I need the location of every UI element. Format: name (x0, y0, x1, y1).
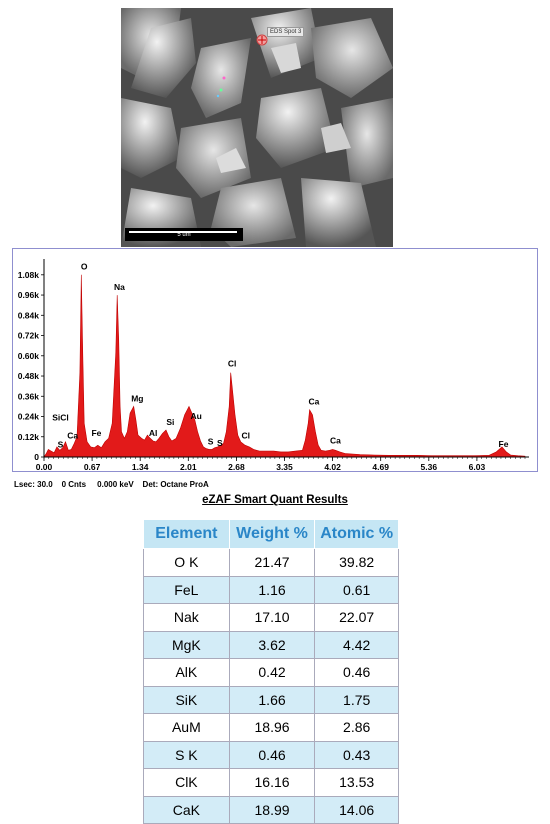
lsec-readout: Lsec: 30.0 (14, 480, 53, 489)
cell-atomic: 4.42 (314, 630, 399, 659)
cell-atomic: 0.46 (314, 658, 399, 687)
peak-label: S (58, 440, 64, 450)
peak-label: Fe (499, 439, 509, 449)
cell-element: MgK (143, 630, 230, 659)
peak-label: Ca (67, 430, 78, 440)
x-tick-label: 5.36 (421, 462, 438, 471)
cell-weight: 1.66 (228, 685, 316, 714)
x-tick-label: 0.67 (84, 462, 101, 471)
cell-element: S K (143, 740, 230, 769)
x-tick-label: 4.02 (324, 462, 341, 471)
cell-element: SiK (143, 685, 230, 714)
x-tick-label: 2.01 (180, 462, 197, 471)
detector-readout: Det: Octane ProA (142, 480, 209, 489)
y-tick-label: 0.24k (18, 412, 40, 422)
table-row: FeL 1.16 0.61 (143, 575, 399, 604)
table-body: O K 21.47 39.82 FeL 1.16 0.61 Nak 17.10 22.07 MgK… (143, 548, 399, 824)
table-header-row: Element Weight % Atomic % (143, 519, 399, 549)
header-atomic: Atomic % (314, 519, 399, 549)
table-row: AuM 18.96 2.86 (143, 713, 399, 742)
y-tick-label: 0.96k (18, 290, 40, 300)
x-tick-label: 3.35 (276, 462, 293, 471)
spectrum-series (43, 274, 526, 458)
scale-bar (129, 231, 237, 233)
table-row: CaK 18.99 14.06 (143, 795, 399, 824)
cell-weight: 0.42 (228, 658, 316, 687)
y-tick-label: 0.60k (18, 351, 40, 361)
cell-element: Nak (143, 603, 230, 632)
status-line: Lsec: 30.0 0 Cnts 0.000 keV Det: Octane … (14, 480, 209, 489)
x-tick-label: 4.69 (372, 462, 389, 471)
cell-atomic: 22.07 (314, 603, 399, 632)
y-tick-label: 0.84k (18, 310, 40, 320)
eds-spectrum-chart: 0.00 0.67 1.34 2.01 2.68 3.35 4.02 4.69 5.36 6.03… (12, 248, 538, 472)
peak-label: Ca (308, 397, 319, 407)
peak-label: Mg (131, 393, 143, 403)
cell-element: AuM (143, 713, 230, 742)
peak-label: S (208, 436, 214, 446)
y-tick-label: 0.12k (18, 432, 40, 442)
cell-atomic: 13.53 (314, 768, 399, 797)
peak-label: Si (166, 417, 174, 427)
eds-spot-label: EDS Spot 3 (267, 27, 305, 37)
micrograph-image (121, 8, 393, 247)
cell-weight: 18.99 (228, 795, 316, 824)
table-row: S K 0.46 0.43 (143, 740, 399, 769)
y-tick-label: 0.72k (18, 331, 40, 341)
kev-readout: 0.000 keV (97, 480, 134, 489)
cell-element: O K (143, 548, 230, 577)
table-row: AlK 0.42 0.46 (143, 658, 399, 687)
x-tick-label: 6.03 (469, 462, 486, 471)
cell-weight: 21.47 (228, 548, 316, 577)
cell-weight: 17.10 (228, 603, 316, 632)
table-row: O K 21.47 39.82 (143, 548, 399, 577)
table-row: ClK 16.16 13.53 (143, 768, 399, 797)
x-tick-label: 0.00 (36, 462, 53, 471)
peak-label: SiCl (52, 413, 69, 423)
cell-weight: 3.62 (228, 630, 316, 659)
cell-weight: 1.16 (228, 575, 316, 604)
peak-label: Cl (241, 430, 250, 440)
results-title: eZAF Smart Quant Results (202, 494, 348, 506)
scale-bar-label: 5 um (177, 232, 191, 238)
y-tick-label: 0.48k (18, 371, 40, 381)
cell-atomic: 2.86 (314, 713, 399, 742)
cell-atomic: 14.06 (314, 795, 399, 824)
peak-label: Al (149, 428, 158, 438)
scale-bar-box: 5 um (125, 228, 243, 241)
sem-micrograph (121, 8, 393, 247)
header-element: Element (143, 519, 230, 549)
quant-results-table: Element Weight % Atomic % O K 21.47 39.82 F… (143, 519, 399, 824)
table-row: SiK 1.66 1.75 (143, 685, 399, 714)
peak-label: Ca (330, 436, 341, 446)
y-tick-label: 1.08k (18, 270, 40, 280)
cell-atomic: 39.82 (314, 548, 399, 577)
peak-label: O (81, 262, 88, 272)
table-row: MgK 3.62 4.42 (143, 630, 399, 659)
table-row: Nak 17.10 22.07 (143, 603, 399, 632)
counts-readout: 0 Cnts (61, 480, 87, 489)
peak-label: Cl (228, 359, 237, 369)
x-tick-label: 2.68 (228, 462, 245, 471)
peak-label: Na (114, 282, 125, 292)
peak-label: Au (191, 411, 202, 421)
cell-element: ClK (143, 768, 230, 797)
cell-weight: 0.46 (228, 740, 316, 769)
cell-element: FeL (143, 575, 230, 604)
peak-label: Fe (91, 428, 101, 438)
peak-label: S (217, 438, 223, 448)
cell-weight: 16.16 (228, 768, 316, 797)
y-tick-label: 0 (34, 452, 39, 462)
x-tick-label: 1.34 (132, 462, 149, 471)
spectrum-svg: 0.00 0.67 1.34 2.01 2.68 3.35 4.02 4.69 5.36 6.03… (18, 259, 529, 471)
y-tick-label: 0.36k (18, 391, 40, 401)
header-weight: Weight % (228, 519, 316, 549)
cell-atomic: 1.75 (314, 685, 399, 714)
cell-weight: 18.96 (228, 713, 316, 742)
cell-element: AlK (143, 658, 230, 687)
cell-element: CaK (143, 795, 230, 824)
cell-atomic: 0.43 (314, 740, 399, 769)
cell-atomic: 0.61 (314, 575, 399, 604)
